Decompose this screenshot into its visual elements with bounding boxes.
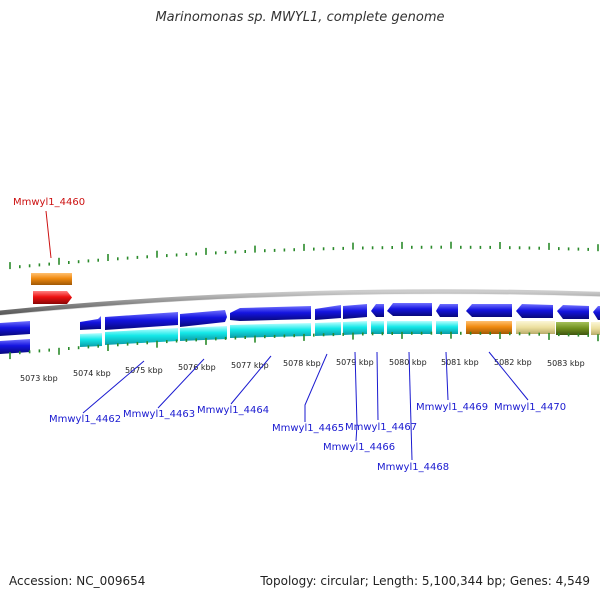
feature-block-olive[interactable]: [556, 322, 589, 335]
kbp-label: 5083 kbp: [547, 359, 585, 368]
gene-label-mmwyl1-4468[interactable]: Mmwyl1_4468: [377, 462, 449, 473]
leader-line: [45, 210, 52, 259]
gene-arrow[interactable]: [516, 304, 553, 318]
gene-label-mmwyl1-4470[interactable]: Mmwyl1_4470: [494, 402, 566, 413]
kbp-label: 5077 kbp: [231, 361, 269, 370]
kbp-label: 5074 kbp: [73, 369, 111, 378]
cds-block[interactable]: [315, 322, 341, 336]
gene-arrow[interactable]: [466, 304, 512, 317]
cds-track: [0, 321, 600, 354]
cds-block[interactable]: [371, 321, 384, 334]
gene-arrow[interactable]: [180, 310, 227, 327]
map-title: Marinomonas sp. MWYL1, complete genome: [155, 10, 445, 25]
kbp-label: 5078 kbp: [283, 359, 321, 368]
gene-label-mmwyl1-4463[interactable]: Mmwyl1_4463: [123, 409, 195, 420]
leader-line: [82, 360, 145, 414]
leader-line: [408, 351, 413, 461]
cds-block[interactable]: [80, 333, 102, 347]
cds-block-orange[interactable]: [466, 321, 512, 334]
gene-label-mmwyl1-4469[interactable]: Mmwyl1_4469: [416, 402, 488, 413]
gene-arrow[interactable]: [0, 321, 30, 336]
gene-arrow[interactable]: [105, 312, 178, 330]
leader-line: [304, 353, 328, 422]
gene-arrow[interactable]: [343, 304, 367, 319]
tick-row-top: [9, 241, 599, 270]
feature-block-pale[interactable]: [516, 321, 555, 334]
gene-label-mmwyl1-4466[interactable]: Mmwyl1_4466: [323, 442, 395, 453]
label-leaders: [45, 210, 529, 461]
leader-line: [230, 355, 272, 405]
cds-block[interactable]: [230, 323, 311, 338]
gene-labels: Mmwyl1_4460 Mmwyl1_4462 Mmwyl1_4463 Mmwy…: [13, 197, 566, 473]
gene-arrow[interactable]: [371, 304, 384, 317]
backbone-outer: [0, 289, 600, 316]
kbp-label: 5082 kbp: [494, 358, 532, 367]
gene-arrow[interactable]: [436, 304, 458, 317]
gene-label-mmwyl1-4465[interactable]: Mmwyl1_4465: [272, 423, 344, 434]
gene-arrow[interactable]: [387, 303, 432, 316]
gene-arrow[interactable]: [593, 306, 600, 320]
cds-mmwyl1-4460[interactable]: [31, 273, 72, 285]
cds-block[interactable]: [387, 321, 432, 334]
gene-label-mmwyl1-4462[interactable]: Mmwyl1_4462: [49, 414, 121, 425]
kbp-labels: 5073 kbp 5074 kbp 5075 kbp 5076 kbp 5077…: [20, 358, 585, 383]
gene-label-mmwyl1-4467[interactable]: Mmwyl1_4467: [345, 422, 417, 433]
gene-arrow[interactable]: [315, 305, 341, 320]
topology-text: Topology: circular; Length: 5,100,344 bp…: [260, 574, 590, 588]
gene-arrow[interactable]: [557, 305, 589, 319]
forward-genes: [0, 303, 600, 336]
leader-line: [445, 351, 449, 401]
gene-label-mmwyl1-4460[interactable]: Mmwyl1_4460: [13, 197, 85, 208]
cds-block[interactable]: [343, 321, 367, 335]
cds-block[interactable]: [436, 321, 458, 334]
kbp-label: 5073 kbp: [20, 374, 58, 383]
cds-block[interactable]: [180, 326, 227, 341]
leader-line: [354, 351, 358, 442]
leader-line: [376, 351, 379, 421]
gene-label-mmwyl1-4464[interactable]: Mmwyl1_4464: [197, 405, 269, 416]
kbp-label: 5080 kbp: [389, 358, 427, 367]
gene-arrow[interactable]: [80, 316, 101, 330]
kbp-label: 5081 kbp: [441, 358, 479, 367]
backbone-inner: [0, 293, 600, 316]
accession-text: Accession: NC_009654: [9, 574, 146, 588]
kbp-label: 5075 kbp: [125, 366, 163, 375]
cds-block[interactable]: [0, 339, 30, 354]
tick-row-bottom: [9, 331, 599, 360]
gene-arrow-mmwyl1-4460[interactable]: [33, 291, 72, 304]
cds-block[interactable]: [105, 328, 178, 345]
feature-block-pale[interactable]: [591, 322, 600, 335]
leader-line: [157, 358, 205, 409]
gene-arrow[interactable]: [230, 306, 311, 321]
leader-line: [488, 351, 529, 401]
kbp-label: 5076 kbp: [178, 363, 216, 372]
